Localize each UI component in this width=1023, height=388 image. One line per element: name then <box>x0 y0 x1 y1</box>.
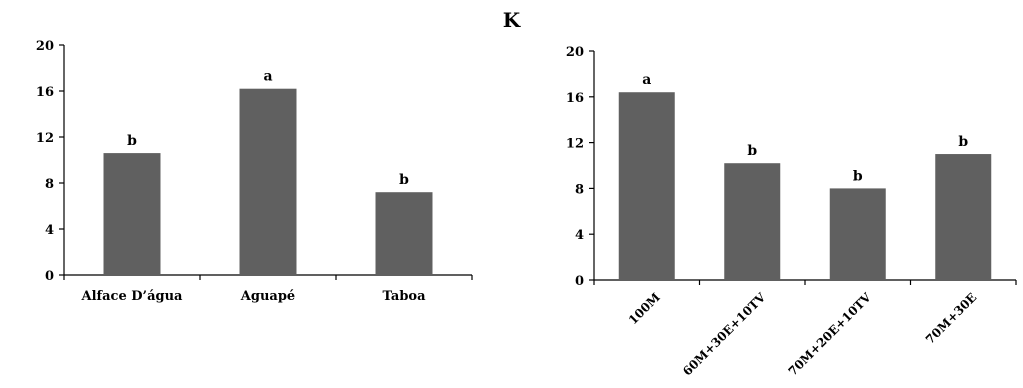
bar <box>724 163 781 280</box>
y-tick-label: 8 <box>45 177 54 192</box>
y-tick-label: 16 <box>566 91 584 106</box>
y-tick-label: 0 <box>575 274 584 289</box>
significance-label: b <box>958 134 968 150</box>
x-category-label: Taboa <box>382 289 426 304</box>
bar <box>103 153 161 275</box>
y-tick-label: 8 <box>575 182 584 197</box>
bar <box>239 88 297 275</box>
significance-label: b <box>399 172 409 188</box>
chart-right: 0 4 8 12 16 20 a 100M b 60M+30E+10TV b 70M+20E+10TV… <box>566 45 1017 379</box>
bar <box>618 92 675 280</box>
x-category-label: 60M+30E+10TV <box>680 290 769 379</box>
y-tick-label: 12 <box>36 131 54 146</box>
y-tick-label: 20 <box>566 45 584 60</box>
significance-label: b <box>747 143 757 159</box>
bar <box>829 188 886 280</box>
chart-left: 0 4 8 12 16 20 b Alface D’água a Aguapé b Taboa <box>36 39 473 304</box>
x-category-label: 70M+20E+10TV <box>786 290 875 379</box>
y-tick-label: 16 <box>36 85 54 100</box>
x-category-label: Alface D’água <box>81 289 184 304</box>
significance-label: a <box>263 69 272 85</box>
significance-label: a <box>642 72 651 88</box>
bar <box>935 154 992 280</box>
y-tick-label: 20 <box>36 39 54 54</box>
significance-label: b <box>127 133 137 149</box>
y-tick-label: 12 <box>566 137 584 152</box>
y-tick-label: 0 <box>45 269 54 284</box>
x-category-label: Aguapé <box>240 289 295 304</box>
figure-title: K <box>502 8 521 32</box>
significance-label: b <box>853 168 863 184</box>
x-category-label: 70M+30E <box>923 290 979 346</box>
y-tick-label: 4 <box>575 228 584 243</box>
y-tick-label: 4 <box>45 223 54 238</box>
x-category-label: 100M <box>626 290 663 327</box>
bar <box>375 192 433 275</box>
